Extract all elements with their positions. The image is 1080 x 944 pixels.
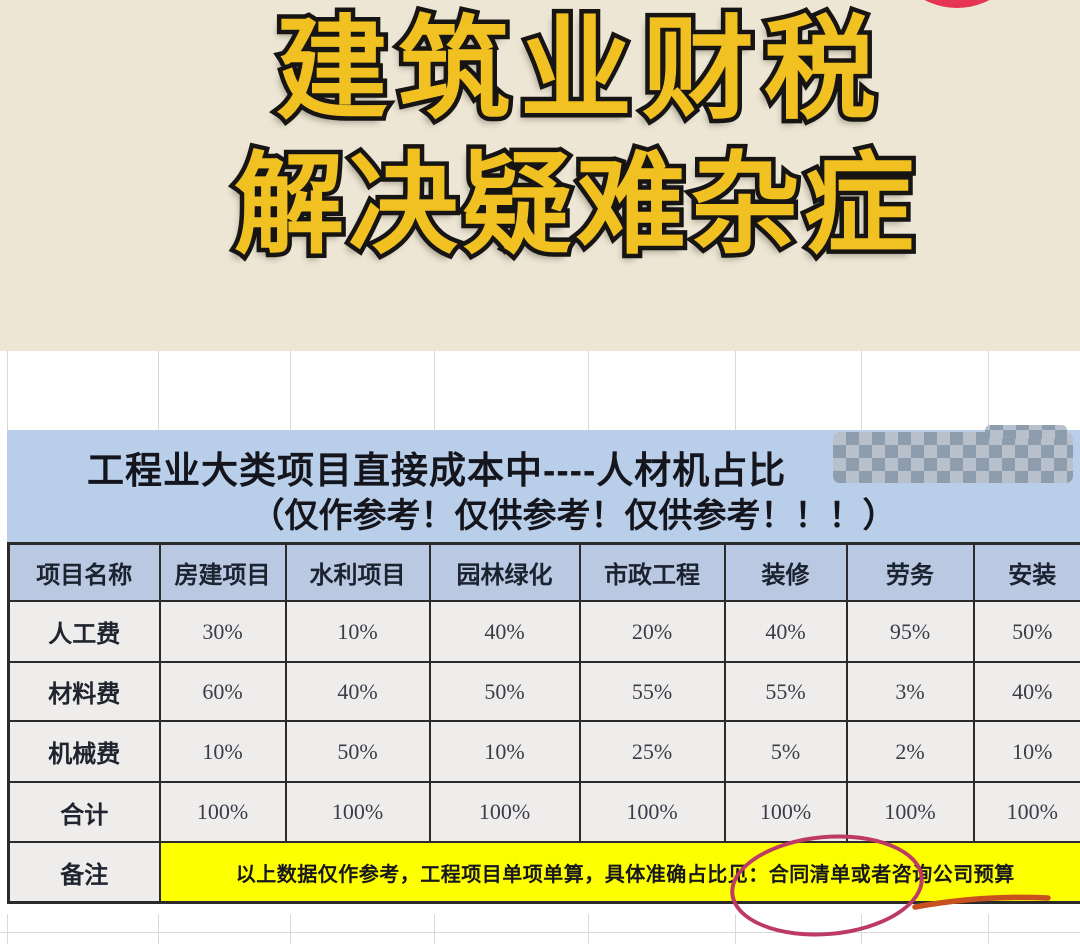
cell-value: 100% xyxy=(428,781,581,843)
cell-value: 100% xyxy=(972,781,1080,843)
table-row-remarks: 备注 以上数据仅作参考，工程项目单项单算，具体准确占比见：合同清单或者咨询公司预… xyxy=(7,841,1080,904)
table-row-total: 合计 100% 100% 100% 100% 100% 100% 100% xyxy=(7,781,1080,843)
gridline xyxy=(7,914,8,944)
col-header-water: 水利项目 xyxy=(284,542,431,602)
gridline xyxy=(158,351,159,430)
cell-value: 100% xyxy=(578,781,726,843)
page-title-line2: 解决疑难杂症 解决疑难杂症 xyxy=(36,141,1080,269)
col-header-installation: 安装 xyxy=(972,542,1080,602)
row-label: 机械费 xyxy=(7,720,161,783)
title-line1-text: 建筑业财税 xyxy=(276,5,886,135)
col-header-housing: 房建项目 xyxy=(158,542,287,602)
gridline xyxy=(0,932,1080,933)
cell-value: 10% xyxy=(428,720,581,783)
gridline xyxy=(861,351,862,430)
hero-banner: 建筑业财税 建筑业财税 解决疑难杂症 解决疑难杂症 xyxy=(0,0,1080,351)
cell-value: 30% xyxy=(158,600,287,663)
table-row-machinery-cost: 机械费 10% 50% 10% 25% 5% 2% 10% xyxy=(7,720,1080,783)
gridline xyxy=(7,351,8,430)
col-header-decoration: 装修 xyxy=(723,542,848,602)
cell-value: 2% xyxy=(845,720,975,783)
table-title-banner: 工程业大类项目直接成本中----人材机占比 （仅作参考！仅供参考！仅供参考！！！… xyxy=(7,425,1080,542)
gridline xyxy=(158,914,159,944)
row-label: 人工费 xyxy=(7,600,161,663)
mosaic-censor-block-edge xyxy=(985,425,1067,439)
cell-value: 50% xyxy=(972,600,1080,663)
col-header-project-name: 项目名称 xyxy=(7,542,161,602)
cell-value: 50% xyxy=(284,720,431,783)
cell-value: 40% xyxy=(284,661,431,722)
table-row-labor-cost: 人工费 30% 10% 40% 20% 40% 95% 50% xyxy=(7,600,1080,663)
cell-value: 55% xyxy=(723,661,848,722)
cell-value: 60% xyxy=(158,661,287,722)
cell-value: 100% xyxy=(845,781,975,843)
title-line2-outline: 解决疑难杂症 xyxy=(230,141,919,269)
red-circle-sticker-icon xyxy=(887,0,1027,8)
gridline xyxy=(290,351,291,430)
cell-value: 5% xyxy=(723,720,848,783)
row-label: 合计 xyxy=(7,781,161,843)
cell-value: 100% xyxy=(723,781,848,843)
cell-value: 3% xyxy=(845,661,975,722)
col-header-labor-service: 劳务 xyxy=(845,542,975,602)
gridline xyxy=(861,914,862,944)
mosaic-censor-block xyxy=(833,432,1073,483)
col-header-landscaping: 园林绿化 xyxy=(428,542,581,602)
page-title-line1: 建筑业财税 建筑业财税 xyxy=(41,5,1080,135)
cell-value: 20% xyxy=(578,600,726,663)
gridline xyxy=(735,914,736,944)
table-row-material-cost: 材料费 60% 40% 50% 55% 55% 3% 40% xyxy=(7,661,1080,722)
red-underline-annotation xyxy=(912,894,1051,910)
gridline xyxy=(434,914,435,944)
cell-value: 95% xyxy=(845,600,975,663)
cell-value: 50% xyxy=(428,661,581,722)
cost-ratio-table: 项目名称 房建项目 水利项目 园林绿化 市政工程 装修 劳务 安装 人工费 30… xyxy=(7,542,1080,904)
title-line2-text: 解决疑难杂症 xyxy=(234,141,918,269)
cell-value: 10% xyxy=(972,720,1080,783)
col-header-municipal: 市政工程 xyxy=(578,542,726,602)
cell-value: 40% xyxy=(723,600,848,663)
row-label: 备注 xyxy=(7,841,161,904)
table-subtitle-text: （仅作参考！仅供参考！仅供参考！！！） xyxy=(250,497,897,535)
gridline xyxy=(588,914,589,944)
cell-value: 40% xyxy=(428,600,581,663)
cell-value: 40% xyxy=(972,661,1080,722)
gridline xyxy=(988,914,989,944)
table-header-row: 项目名称 房建项目 水利项目 园林绿化 市政工程 装修 劳务 安装 xyxy=(7,542,1080,602)
table-title-text: 工程业大类项目直接成本中----人材机占比 xyxy=(87,450,787,491)
gridline xyxy=(290,914,291,944)
gridline xyxy=(434,351,435,430)
title-line1-outline: 建筑业财税 xyxy=(272,5,886,135)
cell-value: 25% xyxy=(578,720,726,783)
cell-value: 10% xyxy=(284,600,431,663)
cell-value: 55% xyxy=(578,661,726,722)
gridline xyxy=(588,351,589,430)
cell-value: 100% xyxy=(284,781,431,843)
gridline xyxy=(988,351,989,430)
cell-value: 10% xyxy=(158,720,287,783)
cell-value: 100% xyxy=(158,781,287,843)
row-label: 材料费 xyxy=(7,661,161,722)
remarks-note-cell: 以上数据仅作参考，工程项目单项单算，具体准确占比见：合同清单或者咨询公司预算 xyxy=(158,841,1080,904)
gridline xyxy=(735,351,736,430)
